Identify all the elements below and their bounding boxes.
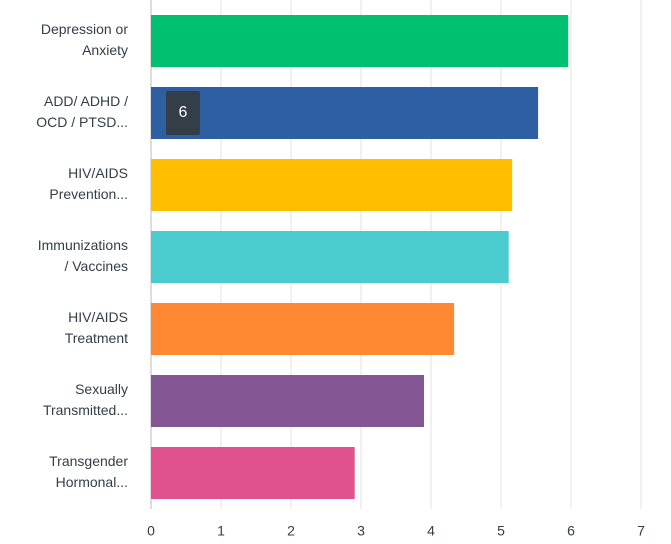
y-tick-label: Depression or <box>41 21 128 37</box>
y-tick-label: Transgender <box>49 453 128 469</box>
y-tick-label: HIV/AIDS <box>68 309 128 325</box>
y-tick-label: Prevention... <box>49 186 128 202</box>
y-tick-label: / Vaccines <box>64 258 128 274</box>
tooltip <box>166 91 200 135</box>
bar <box>151 375 424 427</box>
y-tick-label: HIV/AIDS <box>68 165 128 181</box>
y-tick-label: Hormonal... <box>56 474 128 490</box>
x-tick-label: 1 <box>217 523 225 539</box>
y-tick-label: OCD / PTSD... <box>36 114 128 130</box>
y-tick-label: Immunizations <box>38 237 128 253</box>
bar <box>151 303 455 355</box>
bar <box>151 231 509 283</box>
x-tick-label: 7 <box>637 523 645 539</box>
x-tick-label: 6 <box>567 523 575 539</box>
y-tick-label: ADD/ ADHD / <box>44 93 128 109</box>
tooltip-label: 6 <box>179 104 188 121</box>
y-tick-label: Transmitted... <box>43 402 128 418</box>
x-tick-label: 4 <box>427 523 435 539</box>
y-tick-label: Sexually <box>75 381 128 397</box>
bar <box>151 87 539 139</box>
y-tick-label: Treatment <box>65 330 128 346</box>
x-tick-label: 0 <box>147 523 155 539</box>
x-tick-label: 2 <box>287 523 295 539</box>
y-tick-label: Anxiety <box>82 42 128 58</box>
x-tick-label: 5 <box>497 523 505 539</box>
bar <box>151 447 355 499</box>
bar <box>151 15 569 67</box>
x-tick-label: 3 <box>357 523 365 539</box>
bar <box>151 159 513 211</box>
